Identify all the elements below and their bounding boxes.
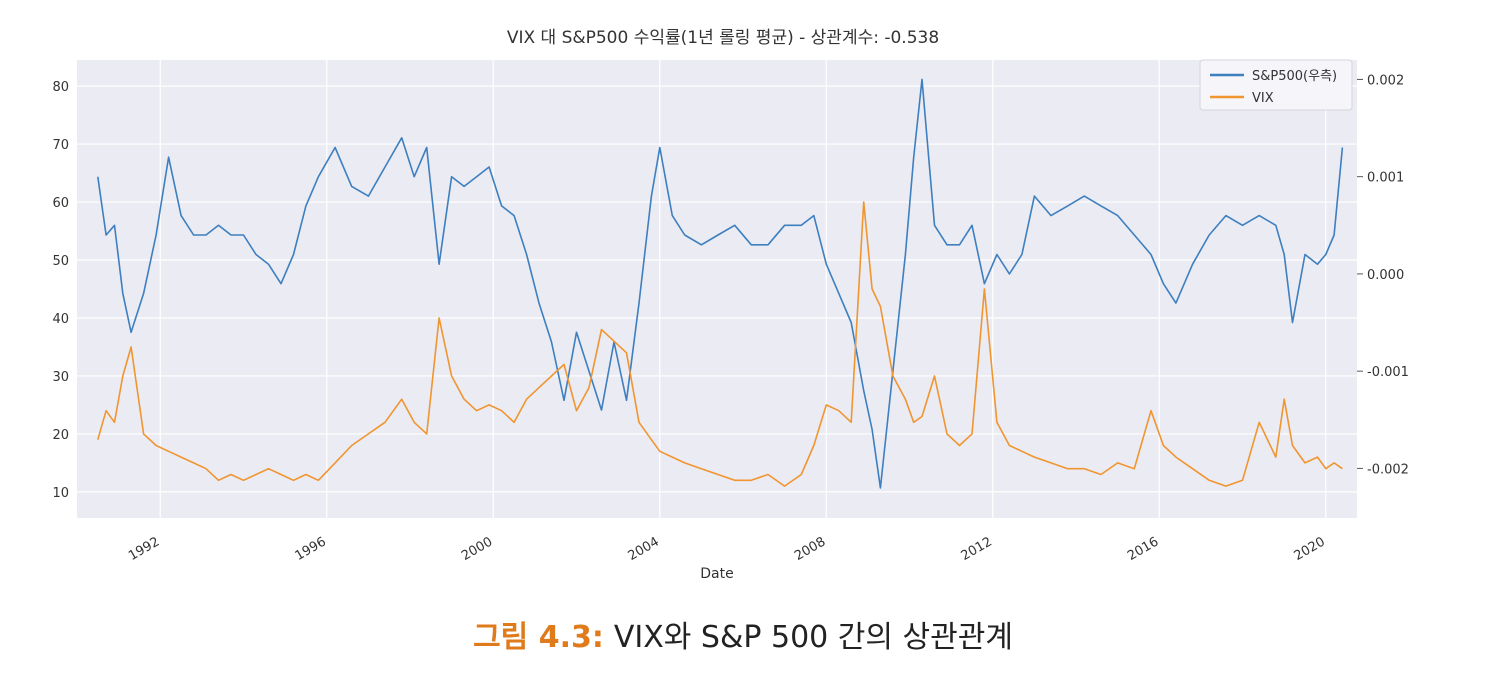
legend-label-sp500: S&P500(우측) xyxy=(1252,69,1337,84)
chart-svg: VIX 대 S&P500 수익률(1년 롤링 평균) - 상관계수: -0.53… xyxy=(52,28,1409,582)
y-tick-label: 60 xyxy=(52,196,69,211)
figure-caption: 그림 4.3: VIX와 S&P 500 간의 상관관계 xyxy=(0,612,1486,656)
x-tick-label: 2020 xyxy=(1292,534,1328,564)
y-tick-label: 70 xyxy=(52,138,69,153)
y2-tick-label: -0.002 xyxy=(1367,462,1409,477)
chart-title: VIX 대 S&P500 수익률(1년 롤링 평균) - 상관계수: -0.53… xyxy=(507,28,939,48)
x-tick-label: 1992 xyxy=(126,534,162,564)
legend-box xyxy=(1199,59,1353,111)
y2-tick-label: -0.001 xyxy=(1367,365,1409,380)
y2-tick-label: 0.000 xyxy=(1367,268,1404,283)
series-line-sp500 xyxy=(97,78,1344,489)
x-tick-label: 1996 xyxy=(293,534,329,564)
x-tick-label: 2008 xyxy=(792,534,828,564)
legend-label-vix: VIX xyxy=(1252,91,1274,106)
x-tick-label: 2004 xyxy=(626,534,662,564)
y-tick-label: 10 xyxy=(52,486,69,501)
x-tick-label: 2016 xyxy=(1125,534,1161,564)
y2-tick-label: 0.001 xyxy=(1367,171,1404,186)
figure-caption-text: VIX와 S&P 500 간의 상관관계 xyxy=(613,620,1013,655)
x-axis-label: Date xyxy=(700,566,733,582)
y-tick-label: 80 xyxy=(52,80,69,95)
y-tick-label: 50 xyxy=(52,254,69,269)
series-line-vix xyxy=(97,201,1343,487)
plot-area xyxy=(77,60,1357,518)
grid-layer xyxy=(77,60,1357,518)
x-tick-label: 2000 xyxy=(459,534,495,564)
y2-tick-label: 0.002 xyxy=(1367,73,1404,88)
legend: S&P500(우측) VIX xyxy=(1199,59,1353,111)
y-tick-label: 40 xyxy=(52,312,69,327)
figure-caption-label: 그림 4.3: xyxy=(473,620,604,655)
x-tick-label: 2012 xyxy=(959,534,995,564)
y-tick-label: 30 xyxy=(52,370,69,385)
series-layer xyxy=(97,78,1344,489)
y-tick-label: 20 xyxy=(52,428,69,443)
